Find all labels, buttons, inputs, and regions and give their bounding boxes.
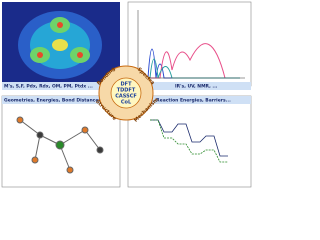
center-text: CoL	[121, 100, 132, 106]
caption-bar	[2, 96, 120, 104]
contour-art	[18, 11, 102, 79]
panel-caption: Geometries, Energies, Bond Distances...	[4, 98, 106, 104]
center-text: TDDFT	[117, 88, 136, 94]
caption-bar	[128, 82, 251, 90]
center-disc	[110, 77, 142, 109]
panel-caption: M's, S,F, Pdx, Rdx, OM, PM, Ptdx ...	[4, 84, 93, 90]
center-text: CASSCF	[115, 94, 137, 100]
spectrum-art	[137, 10, 245, 79]
energy-panel	[127, 95, 252, 188]
caption-bar	[2, 82, 120, 90]
panel-caption: Catalysis, Reaction Energies, Barriers..…	[130, 98, 231, 104]
energy-art	[150, 119, 228, 163]
graphic: M's, S,F, Pdx, Rdx, OM, PM, Ptdx ... IR'…	[0, 0, 253, 189]
panel-caption: IR's, UV, NMR, ...	[175, 84, 218, 90]
structure-art	[16, 116, 104, 174]
caption-bar	[128, 96, 251, 104]
center-text: DFT	[121, 82, 133, 88]
